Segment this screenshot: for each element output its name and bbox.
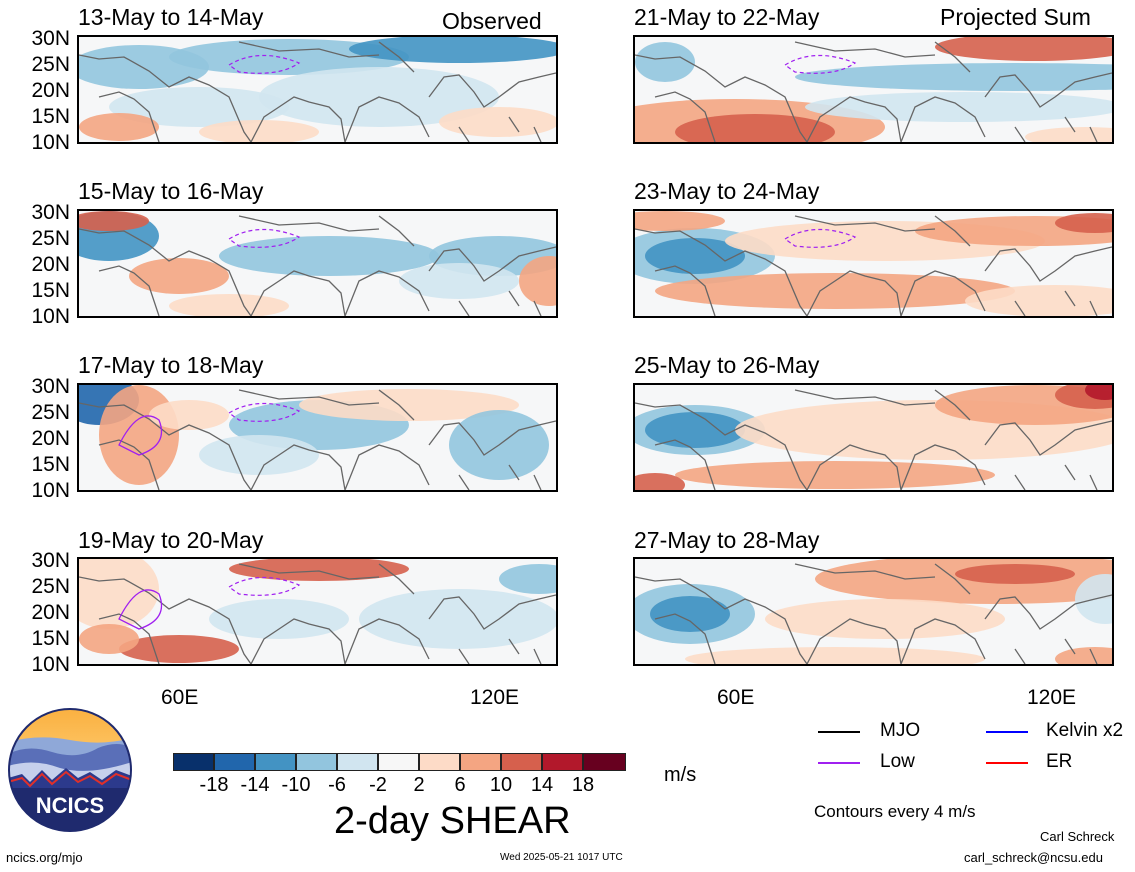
lat-label: 25N — [31, 575, 70, 598]
footer-timestamp: Wed 2025-05-21 1017 UTC — [500, 852, 623, 863]
legend-label-kelvin: Kelvin x2 — [1046, 720, 1124, 741]
map-panel-obs-1 — [77, 35, 558, 144]
legend-label-low: Low — [880, 751, 915, 772]
panel-title-proj-4: 27-May to 28-May — [634, 527, 820, 553]
colorbar-swatch — [542, 753, 583, 771]
shear-field — [79, 37, 556, 142]
legend-line-low — [818, 762, 860, 764]
shear-field — [635, 211, 1112, 316]
lat-label: 15N — [31, 627, 70, 650]
panel-title-obs-4: 19-May to 20-May — [78, 527, 264, 553]
panel-title-obs-2: 15-May to 16-May — [78, 178, 264, 204]
colorbar-tick-label: 10 — [489, 774, 513, 796]
lat-label: 30N — [31, 27, 70, 50]
colorbar-swatch — [337, 753, 378, 771]
footer-url: ncics.org/mjo — [6, 850, 83, 865]
colorbar-tick-label: -2 — [369, 774, 387, 796]
lat-label: 10N — [31, 131, 70, 154]
colorbar-swatch — [173, 753, 214, 771]
map-panel-proj-2 — [633, 209, 1114, 318]
map-panel-obs-4 — [77, 557, 558, 666]
colorbar-swatch — [296, 753, 337, 771]
lat-label: 10N — [31, 653, 70, 676]
lat-label: 10N — [31, 305, 70, 328]
colorbar-units: m/s — [664, 764, 697, 786]
lat-label: 30N — [31, 375, 70, 398]
lat-label: 20N — [31, 601, 70, 624]
lat-label: 20N — [31, 253, 70, 276]
colorbar-tick-label: 18 — [571, 774, 595, 796]
projected-sum-label: Projected Sum — [940, 4, 1091, 30]
colorbar-swatch — [501, 753, 542, 771]
map-panel-proj-1 — [633, 35, 1114, 144]
legend-label-er: ER — [1046, 751, 1073, 772]
ncics-logo: NCICS — [8, 708, 132, 832]
panel-title-obs-3: 17-May to 18-May — [78, 352, 264, 378]
lat-label: 15N — [31, 453, 70, 476]
panel-title-obs-1: 13-May to 14-May — [78, 4, 264, 30]
colorbar-swatch — [460, 753, 501, 771]
colorbar-swatch — [378, 753, 419, 771]
lon-label: 60E — [161, 686, 199, 709]
colorbar-swatch — [255, 753, 296, 771]
lat-label: 25N — [31, 53, 70, 76]
lat-label: 25N — [31, 227, 70, 250]
legend-line-er — [986, 762, 1028, 764]
colorbar-swatch — [214, 753, 255, 771]
shear-field — [635, 37, 1112, 142]
legend-line-mjo — [818, 731, 860, 733]
map-panel-proj-4 — [633, 557, 1114, 666]
lat-label: 20N — [31, 427, 70, 450]
map-panel-proj-3 — [633, 383, 1114, 492]
legend-label-mjo: MJO — [880, 720, 921, 741]
lat-label: 10N — [31, 479, 70, 502]
shear-field — [79, 559, 556, 664]
figure-title: 2-day SHEAR — [334, 800, 571, 842]
lat-label: 30N — [31, 549, 70, 572]
colorbar-swatch — [583, 753, 626, 771]
lon-label: 120E — [1027, 686, 1077, 709]
colorbar-tick-label: 2 — [413, 774, 425, 796]
colorbar-swatch — [419, 753, 460, 771]
shear-field — [79, 385, 556, 490]
footer-author: Carl Schreck — [1040, 829, 1115, 844]
legend-note: Contours every 4 m/s — [814, 802, 976, 821]
colorbar-tick-label: -6 — [328, 774, 346, 796]
colorbar-tick-label: 6 — [454, 774, 466, 796]
colorbar-tick-label: -18 — [199, 774, 229, 796]
lat-label: 20N — [31, 79, 70, 102]
colorbar-tick-label: -10 — [281, 774, 311, 796]
map-panel-obs-2 — [77, 209, 558, 318]
panel-title-proj-3: 25-May to 26-May — [634, 352, 820, 378]
observed-label: Observed — [442, 8, 542, 34]
colorbar-tick-label: -14 — [240, 774, 270, 796]
lat-label: 15N — [31, 105, 70, 128]
panel-title-proj-2: 23-May to 24-May — [634, 178, 820, 204]
map-panel-obs-3 — [77, 383, 558, 492]
shear-field — [635, 559, 1112, 664]
lon-label: 120E — [470, 686, 520, 709]
lat-label: 15N — [31, 279, 70, 302]
colorbar-tick-label: 14 — [530, 774, 554, 796]
lat-label: 25N — [31, 401, 70, 424]
shear-field — [635, 385, 1112, 490]
footer-email: carl_schreck@ncsu.edu — [964, 850, 1103, 865]
lat-label: 30N — [31, 201, 70, 224]
lon-label: 60E — [717, 686, 755, 709]
shear-field — [79, 211, 556, 316]
legend-line-kelvin — [986, 731, 1028, 733]
logo-text: NCICS — [36, 793, 104, 818]
panel-title-proj-1: 21-May to 22-May — [634, 4, 820, 30]
